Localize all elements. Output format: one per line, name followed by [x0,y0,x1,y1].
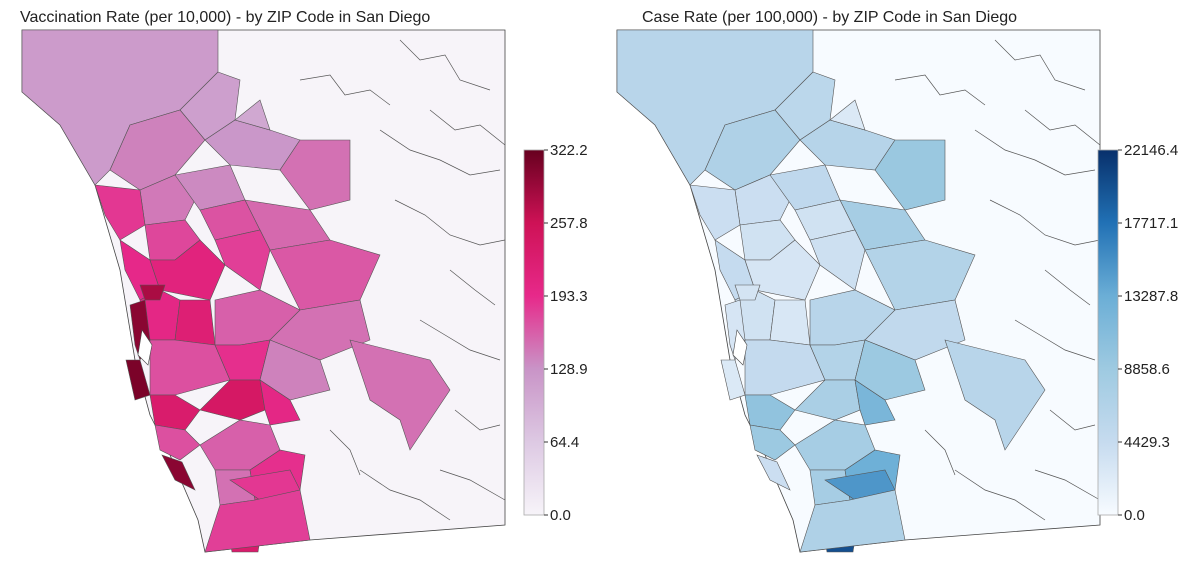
zip-boundary-line [394,199,506,246]
vaccination-map-panel: Vaccination Rate (per 10,000) - by ZIP C… [20,9,588,553]
vaccination-map-title: Vaccination Rate (per 10,000) - by ZIP C… [20,9,431,26]
zip-boundary-line [994,39,1086,91]
colorbar-tick-label: 0.0 [550,507,571,524]
zip-region[interactable] [769,299,811,346]
zip-boundary-line [399,39,491,91]
zip-region[interactable] [204,489,311,553]
bay-water [137,329,153,366]
colorbar-tick-label: 128.9 [550,361,588,378]
zip-region[interactable] [854,339,926,401]
zip-boundary-line [989,199,1101,246]
zip-region[interactable] [161,454,196,491]
zip-boundary-line [894,74,986,106]
zip-region[interactable] [689,184,741,241]
zip-boundary-line [454,409,501,431]
zip-region[interactable] [269,239,381,311]
zip-boundary-line [299,74,391,106]
bay-water [732,329,748,366]
colorbar-tick-label: 64.4 [550,434,579,451]
zip-region[interactable] [744,394,796,431]
zip-region[interactable] [139,284,166,301]
zip-region[interactable] [829,99,866,131]
zip-boundary-line [974,129,1096,176]
zip-region[interactable] [864,239,976,311]
case-map: 0.0 4429.3 8858.6 13287.8 17717.1 22146.4 [616,29,1178,553]
zip-region[interactable] [799,489,906,553]
zip-region[interactable] [259,339,331,401]
zip-region[interactable] [809,229,866,291]
zip-region[interactable] [154,424,201,461]
zip-region[interactable] [149,394,201,431]
colorbar-tick-label: 22146.4 [1124,142,1178,159]
zip-boundary-line [439,469,506,501]
colorbar-tick-label: 13287.8 [1124,288,1178,305]
zip-boundary-line [1049,409,1096,431]
zip-region[interactable] [864,299,966,361]
zip-boundary-line [449,269,496,306]
zip-region[interactable] [944,339,1046,451]
zip-boundary-line [1024,109,1101,146]
colorbar-tick-label: 8858.6 [1124,361,1170,378]
zip-region[interactable] [269,299,371,361]
zip-region[interactable] [94,184,146,241]
zip-boundary-line [379,129,501,176]
zip-region[interactable] [756,454,791,491]
zip-boundary-line [924,429,956,476]
colorbar-tick-label: 257.8 [550,215,588,232]
zip-boundary-line [1044,269,1091,306]
zip-region[interactable] [279,139,351,211]
case-map-panel: Case Rate (per 100,000) - by ZIP Code in… [580,0,1200,581]
colorbar-tick-label: 0.0 [1124,507,1145,524]
zip-boundary-line [429,109,506,146]
zip-region[interactable] [734,284,761,301]
zip-boundary-line [1014,319,1096,361]
zip-region[interactable] [349,339,451,451]
zip-boundary-line [954,469,1046,521]
colorbar-tick-label: 17717.1 [1124,215,1178,232]
colorbar-tick-label: 4429.3 [1124,434,1170,451]
zip-boundary-line [329,429,361,476]
vaccination-map: 0.0 64.4 128.9 193.3 257.8 322.2 [21,29,588,553]
zip-region[interactable] [174,299,216,346]
zip-boundary-line [359,469,451,521]
zip-boundary-line [419,319,501,361]
zip-region[interactable] [749,424,796,461]
case-map-title: Case Rate (per 100,000) - by ZIP Code in… [642,9,1018,26]
zip-region[interactable] [234,99,271,131]
colorbar [523,149,545,516]
colorbar-tick-label: 322.2 [550,142,588,159]
zip-region[interactable] [874,139,946,211]
zip-region[interactable] [854,379,896,426]
zip-region[interactable] [214,229,271,291]
colorbar [1097,149,1119,516]
colorbar-tick-label: 193.3 [550,288,588,305]
zip-boundary-line [1034,469,1101,501]
zip-region[interactable] [259,379,301,426]
